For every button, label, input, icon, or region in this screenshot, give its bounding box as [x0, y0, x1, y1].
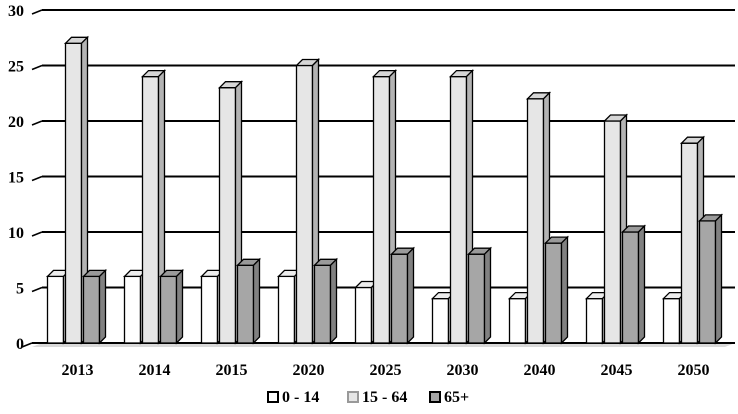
legend-swatch	[429, 391, 441, 403]
y-tick-label: 5	[16, 281, 24, 298]
x-tick-label: 2020	[293, 362, 325, 379]
bar-front	[544, 242, 563, 344]
legend-label: 65+	[444, 389, 469, 406]
x-tick-label: 2014	[139, 362, 171, 379]
bar-front	[431, 297, 450, 344]
bar-front	[295, 64, 314, 344]
bar-front	[372, 75, 391, 344]
y-tick-label: 10	[8, 225, 24, 242]
x-axis-ticks: 2013 2014 2015 2020 2025 2030 2040 2045 2050	[62, 362, 710, 379]
bar-front	[390, 253, 409, 344]
bar	[389, 246, 416, 345]
bar-side	[175, 268, 184, 345]
bar-front	[508, 297, 527, 344]
gridline-slant	[31, 9, 43, 15]
gridline-slant	[31, 175, 43, 182]
legend: 0 - 14 15 - 64 65+	[267, 389, 469, 406]
bar-side	[329, 257, 338, 345]
bar-front	[123, 275, 142, 344]
bar	[697, 213, 724, 345]
bar	[63, 35, 90, 345]
bar	[466, 246, 493, 345]
bar-front	[662, 297, 681, 344]
bar-front	[621, 231, 640, 344]
x-tick-label: 2050	[678, 362, 710, 379]
bar	[312, 257, 339, 345]
gridline-slant	[21, 342, 33, 348]
y-tick-label: 25	[8, 59, 24, 76]
bar-side	[714, 213, 723, 345]
bar-front	[680, 142, 699, 344]
legend-item: 15 - 64	[347, 389, 407, 406]
bar	[448, 69, 475, 345]
gridline-slant	[31, 64, 43, 71]
bar-front	[141, 75, 160, 344]
bar-front	[313, 264, 332, 344]
bar-front	[82, 275, 101, 344]
bar-side	[560, 235, 569, 345]
bar-front	[354, 286, 373, 344]
x-tick-label: 2030	[447, 362, 479, 379]
bar-side	[406, 246, 415, 345]
bar-front	[218, 87, 237, 344]
bar-front	[236, 264, 255, 344]
bar-front	[585, 297, 604, 344]
bar	[620, 224, 647, 345]
bar-front	[603, 120, 622, 344]
gridline-slant	[31, 231, 43, 237]
legend-swatch	[347, 391, 359, 403]
legend-label: 0 - 14	[282, 389, 319, 406]
y-tick-label: 30	[8, 3, 24, 20]
bars	[45, 35, 724, 345]
bar	[217, 80, 244, 345]
x-tick-label: 2025	[370, 362, 402, 379]
bar-side	[483, 246, 492, 345]
x-tick-label: 2045	[601, 362, 633, 379]
x-tick-label: 2040	[524, 362, 556, 379]
bar-front	[698, 220, 717, 344]
gridline-slant	[31, 286, 43, 293]
bar-side	[637, 224, 646, 345]
y-tick-label: 0	[16, 336, 24, 353]
bar-side	[98, 268, 107, 345]
bar-front	[526, 98, 545, 344]
bar-side	[252, 257, 261, 345]
bar	[158, 268, 185, 345]
gridline-slant	[31, 120, 43, 126]
bar	[543, 235, 570, 345]
bar-front	[46, 275, 65, 344]
y-tick-label: 20	[8, 114, 24, 131]
legend-item: 0 - 14	[267, 389, 319, 406]
bar	[602, 113, 629, 345]
bar-front	[467, 253, 486, 344]
bar-front	[159, 275, 178, 344]
bar	[81, 268, 108, 345]
bar-front	[200, 275, 219, 344]
legend-swatch	[267, 391, 279, 403]
y-tick-label: 15	[8, 170, 24, 187]
bar-front	[64, 42, 83, 344]
y-axis-ticks: 0 5 10 15 20 25 30	[8, 3, 24, 353]
legend-item: 65+	[429, 389, 469, 406]
bar-front	[277, 275, 296, 344]
bar	[235, 257, 262, 345]
x-tick-label: 2013	[62, 362, 94, 379]
legend-label: 15 - 64	[362, 389, 407, 406]
x-tick-label: 2015	[216, 362, 248, 379]
bar-front	[449, 75, 468, 344]
